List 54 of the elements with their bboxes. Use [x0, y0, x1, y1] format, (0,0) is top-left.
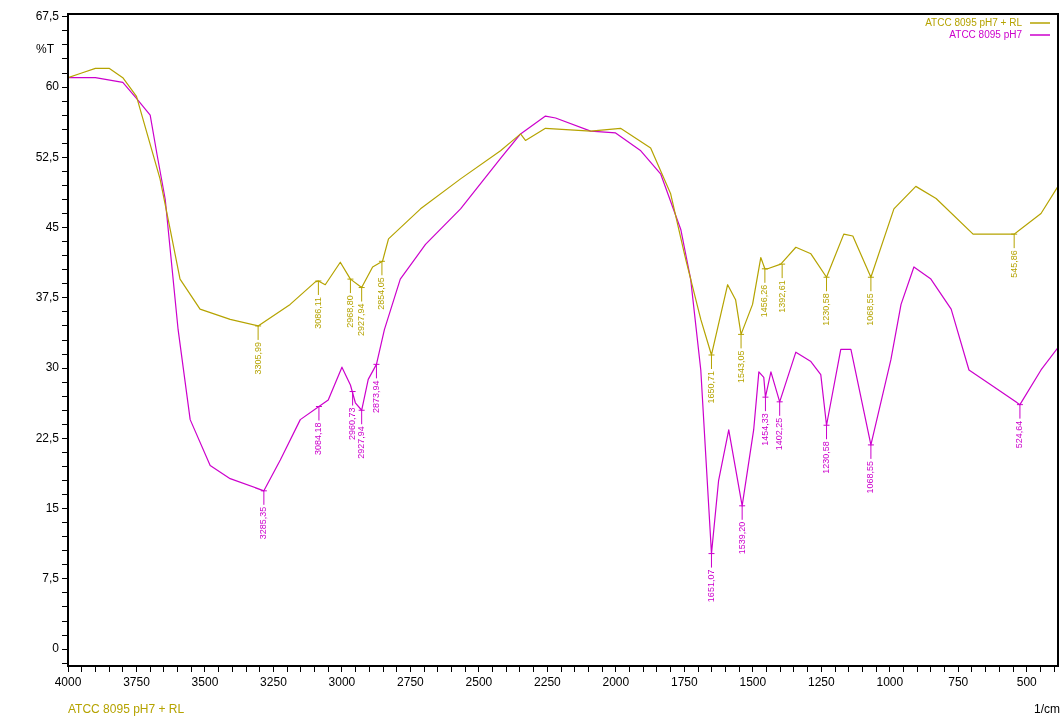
- annotation: 1454,33: [759, 413, 770, 446]
- x-tick-label: 3000: [328, 674, 356, 689]
- legend-label: ATCC 8095 pH7: [949, 28, 1023, 40]
- annotation: 2927,94: [356, 426, 367, 459]
- annotation: 2960,73: [347, 407, 358, 441]
- annotation: 1543,05: [735, 350, 746, 383]
- y-tick-label: 15: [45, 500, 60, 515]
- x-tick-label: 3750: [123, 674, 151, 689]
- annotation: 2873,94: [370, 380, 381, 413]
- text: ATCC 8095 pH7 + RL: [68, 702, 185, 717]
- x-tick-label: 3250: [260, 674, 288, 689]
- y-tick-label: 52,5: [35, 149, 60, 164]
- annotation: 1402,25: [774, 417, 785, 451]
- y-tick-label: 22,5: [35, 430, 60, 445]
- x-tick-label: 1000: [876, 674, 904, 689]
- annotation: 1068,55: [865, 293, 876, 326]
- annotation: 1230,58: [821, 441, 832, 474]
- annotation: 1539,20: [736, 521, 747, 555]
- x-tick-label: 2000: [602, 674, 630, 689]
- x-tick-label: 2750: [397, 674, 425, 689]
- annotation: 3285,35: [258, 506, 269, 540]
- x-tick-label: 1250: [807, 674, 835, 689]
- x-tick-label: 4000: [54, 674, 82, 689]
- annotation: 1392,61: [776, 280, 787, 313]
- annotation: 524,64: [1014, 420, 1025, 449]
- y-tick-label: 0: [52, 641, 60, 656]
- legend-label: ATCC 8095 pH7 + RL: [925, 16, 1023, 28]
- annotation: 1650,71: [705, 370, 716, 404]
- x-tick-label: 1750: [671, 674, 699, 689]
- y-axis-title: %T: [36, 41, 55, 56]
- x-tick-label: 2250: [534, 674, 562, 689]
- annotation: 2968,80: [344, 295, 355, 328]
- y-tick-label: 67,5: [35, 9, 60, 24]
- x-tick-label: 1500: [739, 674, 767, 689]
- annotation: 3084,18: [313, 422, 324, 456]
- annotation: 1068,55: [865, 460, 876, 494]
- x-tick-label: 2500: [465, 674, 493, 689]
- x-tick-label: 750: [948, 674, 969, 689]
- annotation: 3305,99: [252, 341, 263, 375]
- y-tick-label: 60: [45, 79, 60, 94]
- annotation: 2927,94: [356, 303, 367, 337]
- annotation: 1230,58: [821, 293, 832, 326]
- y-tick-label: 37,5: [35, 290, 60, 305]
- x-tick-label: 3500: [191, 674, 219, 689]
- x-tick-label: 500: [1016, 674, 1038, 689]
- y-tick-label: 30: [45, 360, 60, 375]
- y-tick-label: 7,5: [42, 571, 60, 586]
- annotation: 2854,05: [376, 277, 387, 310]
- annotation: 1651,07: [705, 569, 716, 603]
- y-tick-label: 45: [45, 219, 60, 234]
- x-axis-title: 1/cm: [1033, 702, 1060, 717]
- annotation: 545,86: [1008, 250, 1019, 278]
- annotation: 3086,11: [312, 296, 323, 329]
- annotation: 1456,26: [759, 284, 770, 318]
